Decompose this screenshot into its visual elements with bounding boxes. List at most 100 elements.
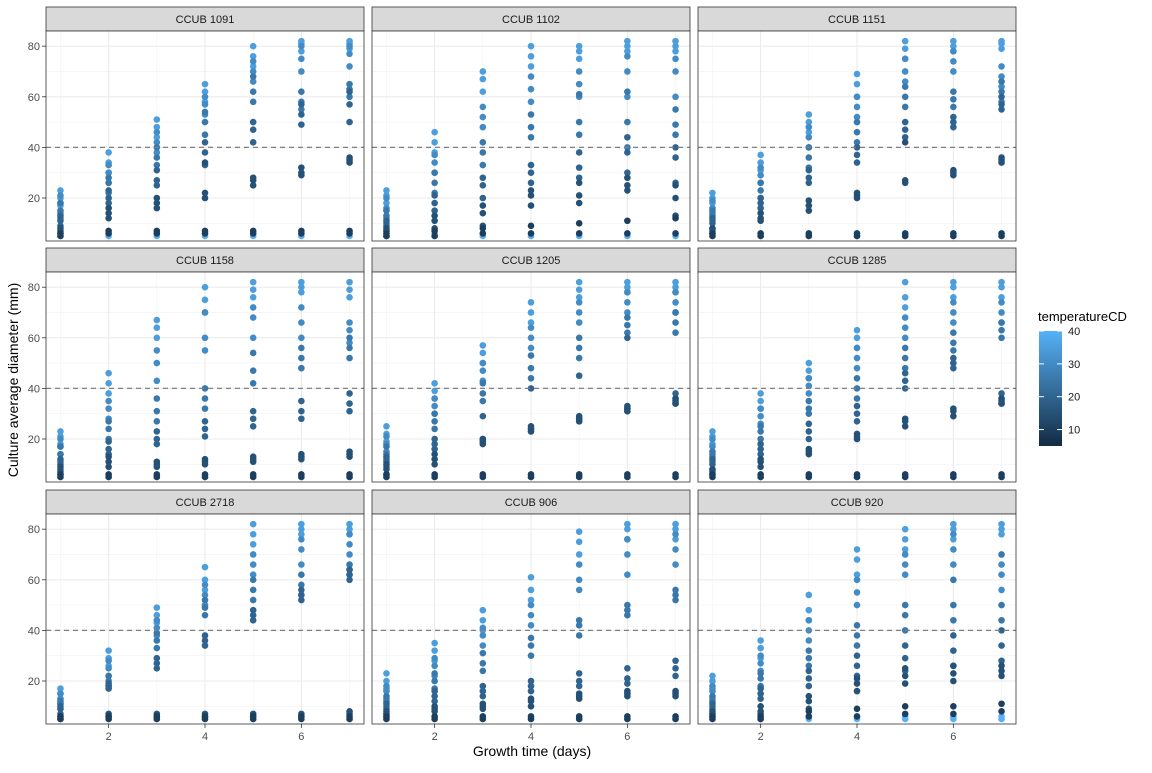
data-point — [672, 278, 679, 286]
data-point — [153, 644, 161, 652]
data-point — [298, 364, 305, 372]
data-point — [624, 551, 631, 558]
data-point — [672, 106, 679, 113]
facet-strip — [697, 6, 1017, 32]
data-point — [757, 164, 764, 171]
data-point — [757, 670, 764, 677]
data-point — [105, 187, 112, 194]
data-point — [575, 616, 583, 624]
data-point — [201, 296, 209, 304]
facet-panel: CCUB 2718 20 40 60 80 2 4 6 — [28, 489, 365, 743]
data-point — [383, 217, 390, 225]
data-point — [709, 428, 716, 435]
data-point — [624, 329, 631, 337]
data-point — [249, 98, 257, 106]
data-point — [998, 93, 1005, 101]
data-point — [672, 55, 679, 63]
data-point — [624, 88, 631, 96]
data-point — [153, 407, 161, 415]
data-point — [298, 596, 305, 604]
data-point — [153, 713, 161, 720]
data-point — [479, 649, 487, 657]
data-point — [950, 68, 957, 75]
data-point — [901, 83, 909, 90]
y-tick-label: 20 — [28, 193, 40, 205]
data-point — [431, 151, 438, 159]
data-point — [479, 687, 487, 695]
data-point — [153, 116, 161, 123]
data-point — [527, 111, 535, 118]
data-point — [901, 78, 909, 85]
data-point — [709, 448, 716, 455]
data-point — [479, 435, 487, 443]
data-point — [853, 417, 861, 425]
data-point — [527, 677, 535, 685]
data-point — [901, 45, 909, 53]
data-point — [201, 118, 209, 126]
data-point — [950, 601, 957, 609]
data-point — [249, 78, 257, 85]
data-point — [575, 586, 583, 594]
data-point — [624, 278, 631, 286]
data-point — [431, 128, 438, 136]
data-point — [672, 144, 679, 151]
data-point — [672, 546, 679, 553]
data-point — [527, 169, 535, 176]
data-point — [479, 194, 487, 202]
data-point — [479, 682, 487, 690]
data-point — [998, 642, 1005, 649]
data-point — [57, 428, 64, 435]
data-point — [201, 425, 209, 433]
y-tick-label: 80 — [28, 282, 40, 294]
data-point — [346, 278, 353, 286]
data-point — [105, 665, 112, 672]
data-point — [346, 576, 353, 584]
data-point — [757, 435, 764, 443]
data-point — [383, 677, 390, 685]
data-point — [672, 561, 679, 568]
data-point — [998, 278, 1005, 286]
data-point — [998, 713, 1005, 720]
data-point — [805, 207, 813, 214]
data-point — [757, 151, 764, 159]
legend-title: temperatureCD — [1038, 309, 1127, 324]
data-point — [431, 417, 438, 425]
data-point — [805, 111, 813, 118]
data-point — [105, 199, 112, 207]
data-point — [805, 420, 813, 428]
data-point — [901, 415, 909, 423]
data-point — [105, 405, 112, 412]
facet-strip-label: CCUB 1151 — [828, 14, 886, 26]
data-point — [431, 435, 438, 443]
facet-strip-label: CCUB 1158 — [176, 255, 234, 267]
data-point — [672, 288, 679, 296]
data-point — [346, 339, 353, 347]
data-point — [998, 571, 1005, 579]
data-point — [383, 194, 390, 202]
data-point — [624, 37, 631, 45]
x-tick-label: 4 — [854, 731, 860, 743]
data-point — [853, 632, 861, 639]
data-point — [346, 118, 353, 126]
data-point — [298, 536, 305, 543]
data-point — [153, 395, 161, 402]
data-point — [298, 227, 305, 235]
data-point — [298, 121, 305, 128]
data-point — [479, 390, 487, 397]
data-point — [998, 106, 1005, 113]
data-point — [298, 586, 305, 594]
data-point — [624, 309, 631, 316]
data-point — [998, 309, 1005, 316]
data-point — [105, 445, 112, 453]
facet-strip — [45, 247, 365, 273]
data-point — [479, 103, 487, 111]
data-point — [998, 520, 1005, 528]
data-point — [383, 670, 390, 677]
data-point — [950, 88, 957, 96]
data-point — [805, 359, 813, 367]
data-point — [249, 304, 257, 311]
data-point — [805, 197, 813, 204]
data-point — [383, 708, 390, 715]
data-point — [431, 192, 438, 199]
data-point — [853, 662, 861, 670]
